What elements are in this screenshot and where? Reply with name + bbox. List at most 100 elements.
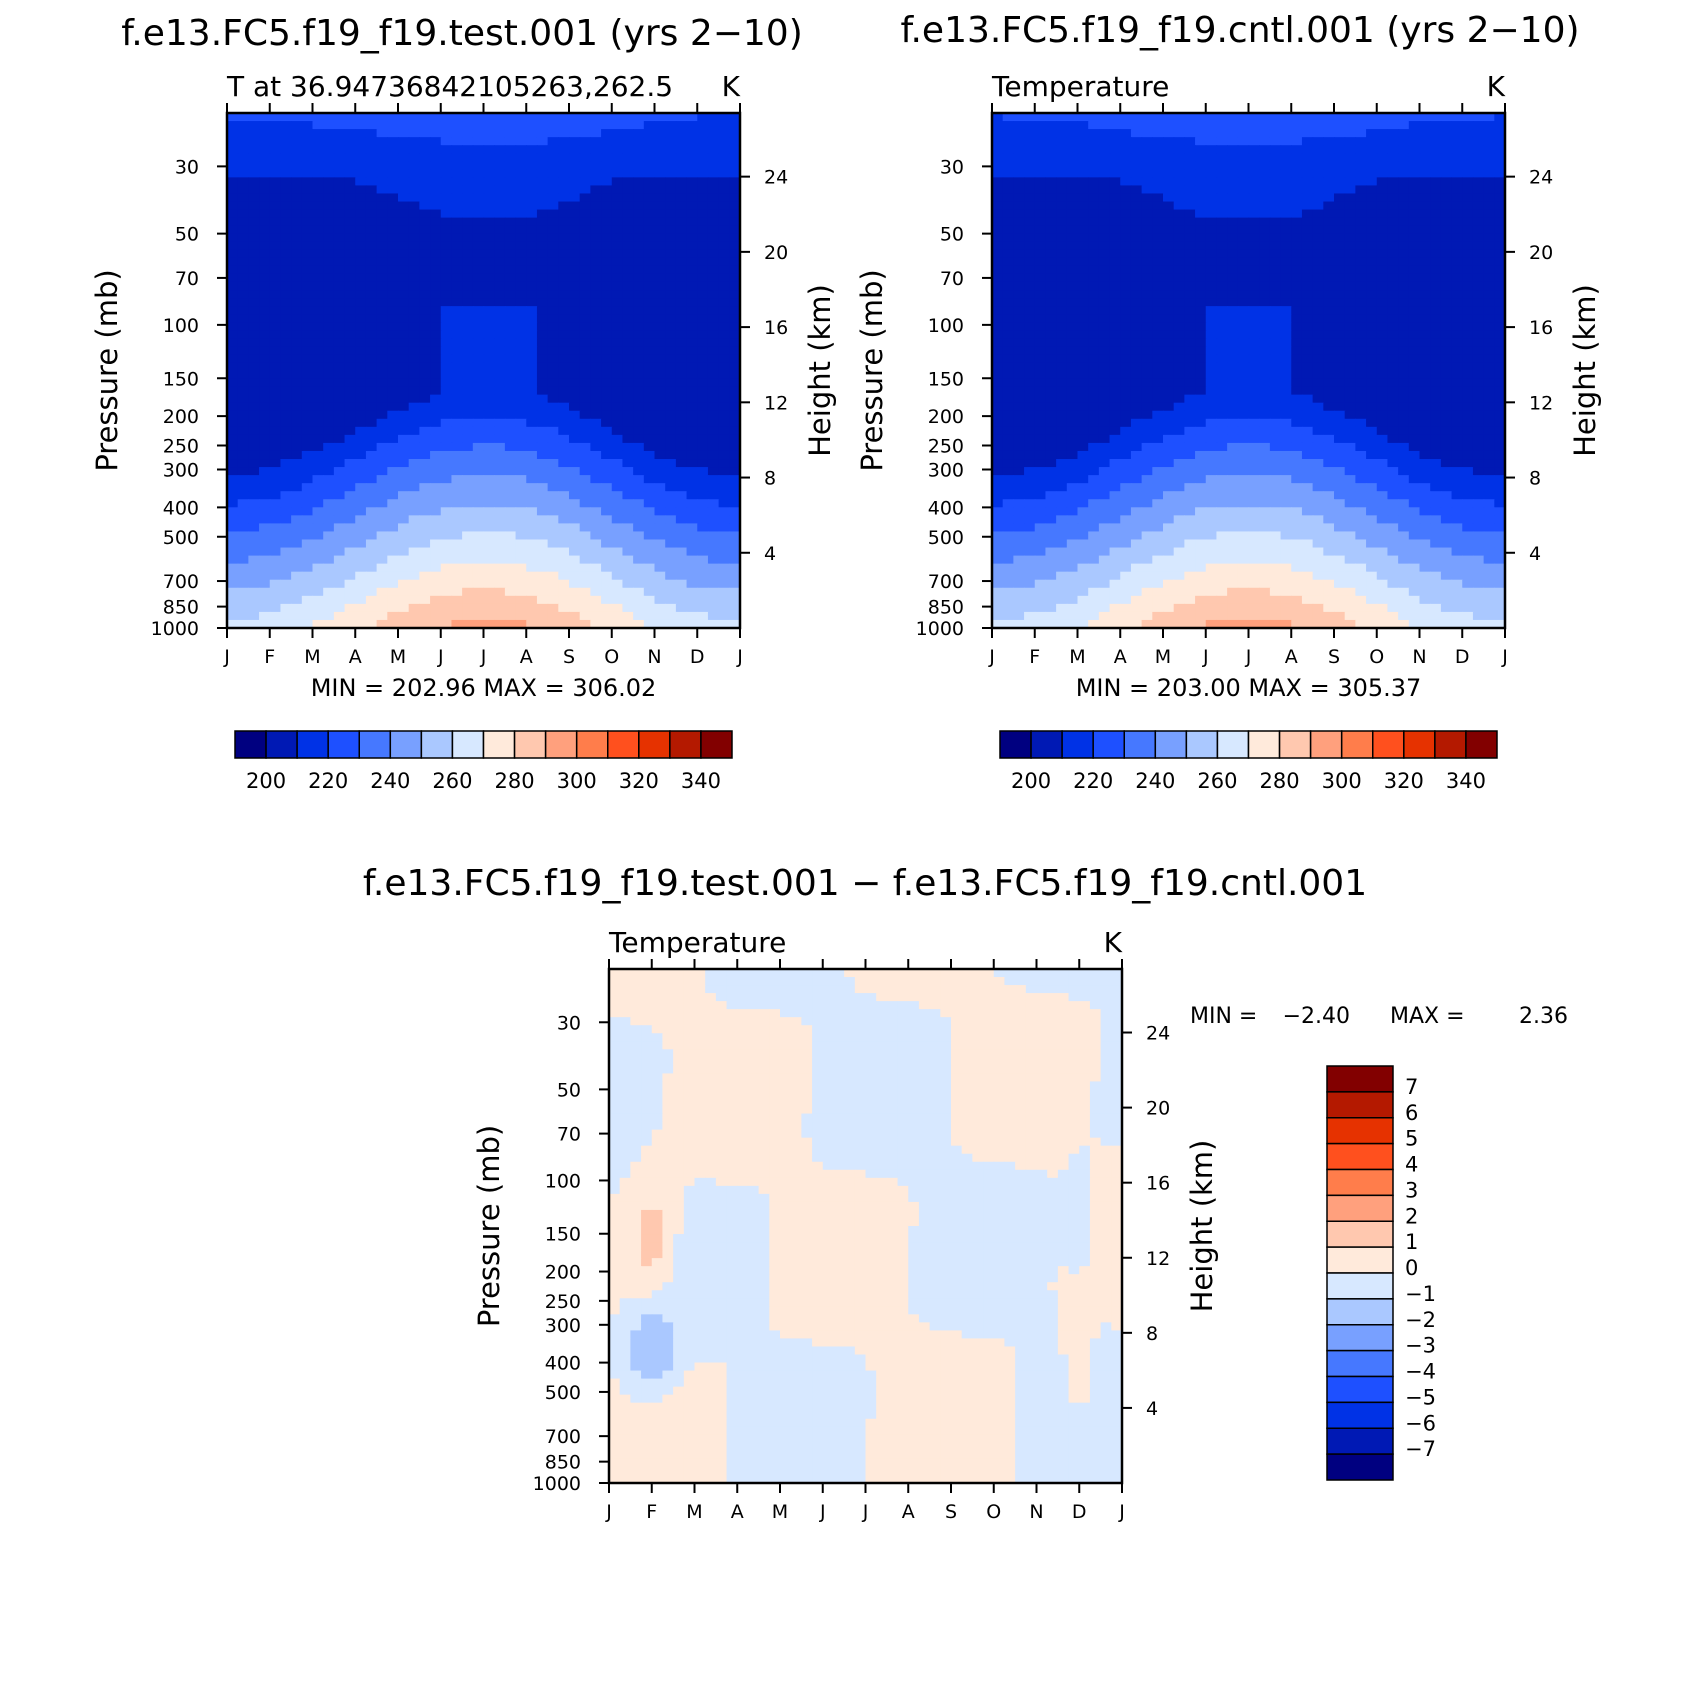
cntl-field-cell (1366, 185, 1378, 195)
cntl-field-cell (1259, 281, 1271, 291)
cntl-field-cell (1013, 306, 1025, 315)
test-field-cell (622, 314, 634, 323)
test-field-cell (579, 153, 591, 162)
test-field-cell (419, 145, 431, 154)
test-field-cell (686, 249, 698, 259)
test-field-cell (569, 426, 581, 436)
test-field-cell (494, 378, 506, 388)
cntl-field-cell (1173, 370, 1185, 380)
test-field-cell (504, 579, 517, 589)
cntl-field-cell (1013, 322, 1025, 331)
cntl-field-cell (1398, 185, 1410, 195)
test-field-cell (472, 322, 485, 331)
cntl-field-cell (1419, 265, 1431, 275)
cntl-field-cell (1130, 306, 1143, 315)
cntl-field-cell (1195, 354, 1207, 364)
test-field-cell (451, 249, 463, 259)
test-subtitle-left: T at 36.94736842105263,262.5 (226, 70, 673, 103)
cntl-field-cell (1376, 354, 1389, 364)
test-field-cell (280, 531, 292, 541)
test-field-cell (451, 603, 463, 613)
test-field-cell (269, 611, 282, 621)
cntl-field-cell (1237, 298, 1250, 307)
cntl-field-cell (1344, 314, 1356, 323)
test-field-cell (280, 169, 292, 178)
cntl-field-cell (1355, 241, 1367, 251)
test-field-cell (259, 273, 271, 283)
cntl-field-cell (1430, 129, 1442, 138)
test-field-cell (269, 515, 282, 524)
test-field-cell (579, 354, 591, 364)
cntl-field-cell (1002, 169, 1014, 178)
cntl-field-cell (1398, 281, 1410, 291)
cntl-field-cell (1248, 137, 1260, 146)
test-field-cell (675, 434, 688, 444)
test-field-cell (259, 442, 271, 452)
cntl-field-cell (1227, 298, 1239, 307)
test-field-cell (547, 257, 559, 267)
test-field-cell (515, 330, 527, 339)
test-field-cell (462, 539, 474, 549)
test-field-cell (504, 193, 517, 203)
test-field-cell (686, 177, 698, 187)
test-field-cell (365, 185, 378, 195)
cntl-field-cell (1088, 378, 1100, 388)
cntl-field-cell (1034, 265, 1047, 275)
cntl-field-cell (1451, 346, 1463, 356)
test-field-cell (697, 362, 709, 372)
cntl-field-cell (1301, 185, 1314, 195)
test-field-cell (376, 467, 388, 476)
test-field-cell (259, 113, 271, 122)
cntl-field-cell (1301, 209, 1314, 219)
cntl-field-cell (1398, 121, 1410, 130)
test-field-cell (291, 499, 303, 508)
cntl-field-cell (1387, 314, 1399, 323)
cntl-field-cell (1344, 129, 1356, 138)
test-field-cell (729, 499, 741, 508)
test-field-cell (697, 523, 709, 533)
test-field-cell (643, 603, 656, 613)
test-field-cell (665, 563, 677, 573)
test-field-cell (227, 177, 239, 187)
test-field-cell (333, 257, 346, 267)
test-ptick-label: 300 (163, 460, 199, 482)
test-field-cell (526, 233, 538, 243)
test-field-cell (601, 579, 613, 589)
test-field-cell (323, 370, 335, 380)
cntl-field-cell (1066, 249, 1079, 259)
test-field-cell (504, 145, 517, 154)
test-field-cell (483, 177, 495, 187)
cntl-field-cell (1141, 346, 1153, 356)
cntl-field-cell (1066, 145, 1079, 154)
cntl-field-cell (1248, 201, 1260, 211)
test-field-cell (526, 483, 538, 492)
test-field-cell (494, 298, 506, 307)
test-field-cell (675, 201, 688, 211)
test-field-cell (547, 515, 559, 524)
cntl-field-cell (1130, 402, 1143, 412)
test-field-cell (654, 290, 666, 299)
test-field-cell (365, 137, 378, 146)
test-field-cell (515, 619, 527, 629)
cntl-field-cell (1098, 346, 1111, 356)
cntl-field-cell (1088, 121, 1100, 130)
cntl-field-cell (1109, 346, 1121, 356)
test-field-cell (259, 378, 271, 388)
cntl-field-cell (1408, 225, 1421, 235)
test-field-cell (451, 121, 463, 130)
cntl-field-cell (1440, 298, 1453, 307)
test-field-cell (515, 378, 527, 388)
test-field-cell (355, 475, 367, 484)
test-field-cell (472, 410, 485, 420)
cntl-field-cell (1056, 273, 1068, 283)
test-field-cell (408, 555, 420, 565)
test-field-cell (654, 362, 666, 372)
test-field-cell (494, 322, 506, 331)
cntl-field-cell (1066, 410, 1079, 420)
cntl-field-cell (1269, 273, 1282, 283)
cntl-field-cell (1120, 209, 1132, 219)
cntl-field-cell (1077, 410, 1089, 420)
test-field-cell (355, 410, 367, 420)
test-field-cell (643, 499, 656, 508)
test-field-cell (248, 426, 260, 436)
